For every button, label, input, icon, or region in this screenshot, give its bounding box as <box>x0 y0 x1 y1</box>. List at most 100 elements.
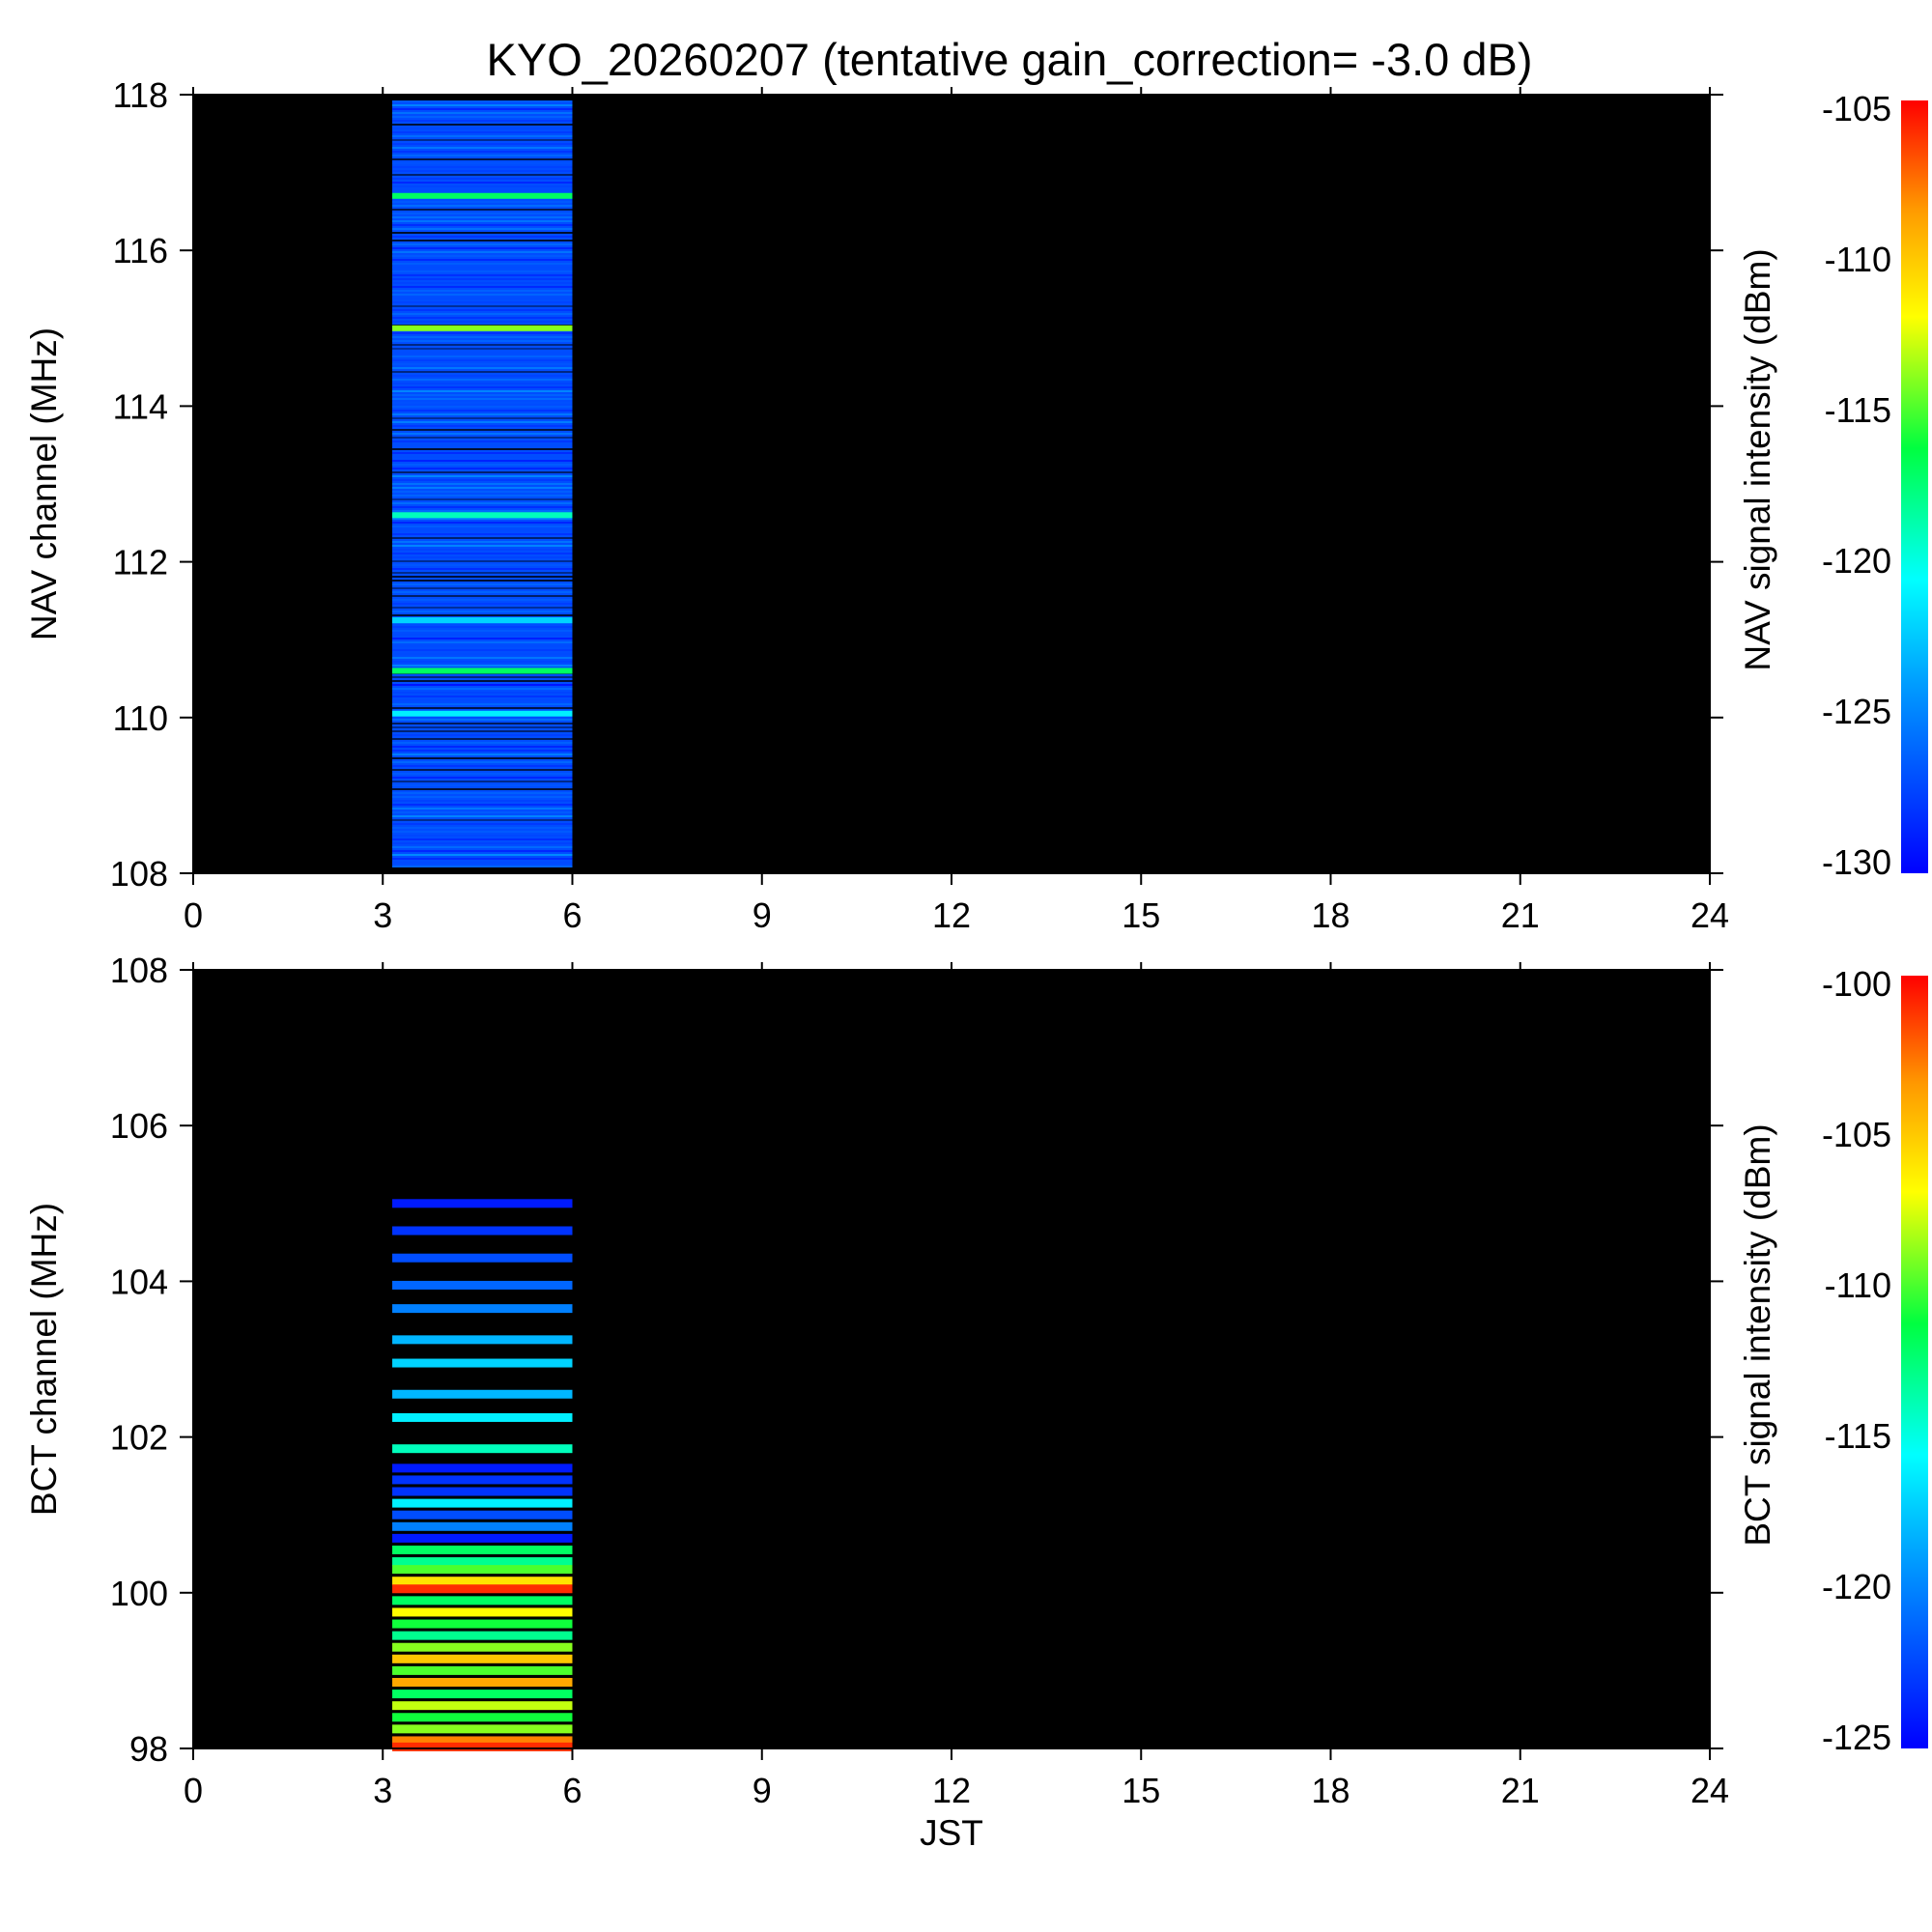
noise-row <box>392 448 573 450</box>
x-axis-label: JST <box>920 1813 983 1853</box>
noise-row <box>392 444 573 446</box>
noise-row <box>392 495 573 497</box>
noise-row <box>392 699 573 701</box>
noise-row <box>392 866 573 867</box>
noise-row <box>392 583 573 585</box>
noise-row <box>392 352 573 354</box>
noise-row <box>392 773 573 775</box>
noise-row <box>392 572 573 574</box>
colorbar: -105 -110 -115 -120 -125 -130 NAV signal inten… <box>1738 89 1928 882</box>
signal-band <box>392 1584 573 1594</box>
noise-row <box>392 742 573 744</box>
signal-band <box>392 512 573 519</box>
noise-row <box>392 549 573 551</box>
x-tick-label: 6 <box>562 895 582 935</box>
noise-row <box>392 730 573 732</box>
noise-row <box>392 518 573 520</box>
noise-row <box>392 734 573 736</box>
noise-row <box>392 359 573 361</box>
noise-row <box>392 796 573 798</box>
noise-row <box>392 166 573 168</box>
noise-row <box>392 332 573 334</box>
x-tick-label: 12 <box>932 895 971 935</box>
noise-row <box>392 781 573 782</box>
noise-row <box>392 309 573 311</box>
colorbar-tick-label: -120 <box>1822 541 1891 581</box>
signal-band <box>392 617 573 624</box>
signal-band <box>392 1690 573 1699</box>
noise-row <box>392 413 573 415</box>
noise-row <box>392 278 573 280</box>
noise-row <box>392 116 573 118</box>
noise-row <box>392 178 573 180</box>
noise-row <box>392 363 573 365</box>
noise-row <box>392 290 573 292</box>
spectrogram-data <box>392 100 573 867</box>
noise-row <box>392 591 573 593</box>
noise-row <box>392 858 573 860</box>
noise-row <box>392 410 573 412</box>
noise-row <box>392 607 573 609</box>
noise-row <box>392 483 573 485</box>
noise-row <box>392 120 573 122</box>
signal-band <box>392 1444 573 1454</box>
noise-row <box>392 224 573 226</box>
signal-band <box>392 1565 573 1575</box>
noise-row <box>392 580 573 582</box>
noise-row <box>392 649 573 651</box>
signal-band <box>392 1677 573 1687</box>
signal-band <box>392 1304 573 1314</box>
noise-row <box>392 707 573 709</box>
noise-row <box>392 487 573 489</box>
noise-row <box>392 170 573 172</box>
x-tick-label: 15 <box>1122 895 1160 935</box>
noise-row <box>392 815 573 817</box>
noise-row <box>392 746 573 748</box>
signal-band <box>392 1199 573 1208</box>
noise-row <box>392 753 573 755</box>
x-tick-label: 18 <box>1311 1771 1350 1810</box>
noise-row <box>392 510 573 512</box>
noise-row <box>392 236 573 238</box>
noise-row <box>392 769 573 771</box>
noise-row <box>392 232 573 234</box>
noise-row <box>392 614 573 616</box>
noise-row <box>392 692 573 694</box>
signal-band <box>392 1557 573 1567</box>
noise-row <box>392 545 573 547</box>
noise-row <box>392 777 573 779</box>
noise-row <box>392 383 573 384</box>
noise-row <box>392 641 573 643</box>
noise-row <box>392 247 573 249</box>
noise-row <box>392 726 573 728</box>
signal-band <box>392 1335 573 1345</box>
colorbar-label: NAV signal intensity (dBm) <box>1738 248 1777 670</box>
noise-row <box>392 379 573 381</box>
noise-row <box>392 282 573 284</box>
colorbar-tick-label: -105 <box>1822 1115 1891 1154</box>
noise-row <box>392 498 573 500</box>
x-tick-label: 3 <box>373 1771 392 1810</box>
noise-row <box>392 255 573 257</box>
noise-row <box>392 611 573 612</box>
x-axis: 0 3 6 9 12 15 18 21 24 <box>184 87 1729 935</box>
noise-row <box>392 390 573 392</box>
figure-title: KYO_20260207 (tentative gain_correction=… <box>487 34 1533 85</box>
noise-row <box>392 595 573 597</box>
noise-row <box>392 143 573 145</box>
noise-row <box>392 108 573 110</box>
colorbar-tick-label: -115 <box>1825 1416 1891 1456</box>
noise-row <box>392 174 573 176</box>
x-tick-label: 15 <box>1122 1771 1160 1810</box>
y-tick-label: 112 <box>113 543 168 582</box>
noise-row <box>392 680 573 682</box>
noise-row <box>392 471 573 473</box>
noise-row <box>392 723 573 724</box>
noise-row <box>392 251 573 253</box>
noise-row <box>392 653 573 655</box>
x-tick-label: 9 <box>753 895 772 935</box>
noise-row <box>392 506 573 508</box>
noise-row <box>392 804 573 806</box>
noise-row <box>392 665 573 667</box>
colorbar-tick-label: -125 <box>1822 692 1891 731</box>
